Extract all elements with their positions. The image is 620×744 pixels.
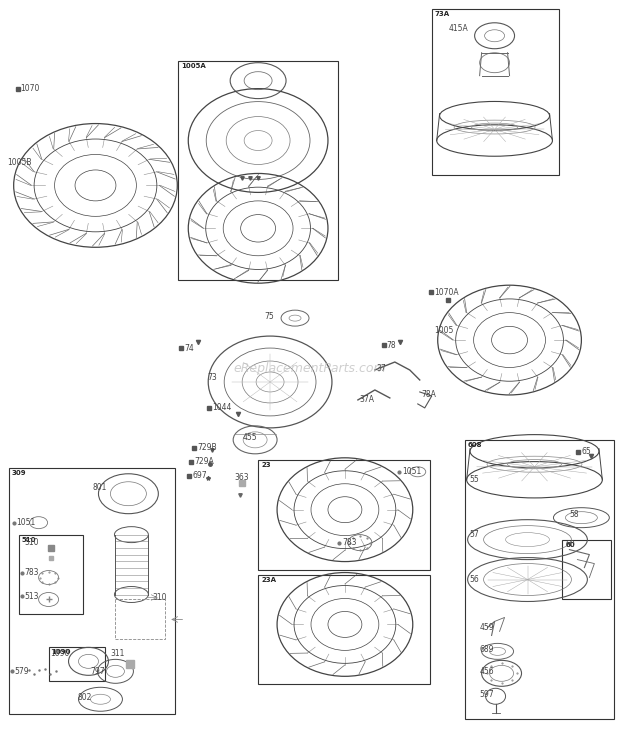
Bar: [179, 61, 338, 280]
Text: 309: 309: [12, 469, 26, 475]
Text: 697: 697: [192, 471, 207, 481]
Text: 1051: 1051: [402, 467, 421, 476]
Text: eReplacementParts.com: eReplacementParts.com: [234, 362, 386, 375]
Text: 1090: 1090: [51, 650, 71, 655]
Text: 689: 689: [480, 645, 494, 654]
Text: 1090: 1090: [51, 649, 70, 658]
Text: 783: 783: [342, 538, 356, 547]
Text: 513: 513: [25, 592, 39, 601]
Text: 579: 579: [15, 667, 29, 676]
Text: 37A: 37A: [360, 396, 375, 405]
Text: 415A: 415A: [449, 25, 469, 33]
Bar: [432, 9, 559, 176]
Text: 608: 608: [467, 442, 482, 448]
Text: 729A: 729A: [194, 458, 214, 466]
Text: 60: 60: [565, 542, 575, 548]
Text: 78: 78: [387, 341, 396, 350]
Text: 37: 37: [377, 364, 387, 373]
Text: 1005B: 1005B: [7, 158, 32, 167]
Text: 455: 455: [242, 433, 257, 443]
Text: 73A: 73A: [435, 11, 450, 17]
Text: 74: 74: [184, 344, 194, 353]
Text: 56: 56: [469, 575, 479, 584]
Text: 510: 510: [25, 538, 39, 547]
Text: 23A: 23A: [261, 577, 276, 583]
Text: 597: 597: [480, 690, 494, 699]
Bar: [19, 535, 82, 615]
Text: 58: 58: [569, 510, 579, 519]
Text: 75: 75: [264, 312, 274, 321]
Text: 797: 797: [91, 667, 105, 676]
Bar: [115, 600, 166, 639]
Text: 510: 510: [22, 536, 36, 542]
Bar: [258, 460, 430, 570]
Text: 1005A: 1005A: [181, 62, 206, 68]
Bar: [464, 440, 614, 719]
Text: 55: 55: [469, 475, 479, 484]
Text: 1070: 1070: [20, 84, 40, 93]
Text: 310: 310: [153, 593, 167, 602]
Text: 801: 801: [92, 484, 107, 493]
Text: 459: 459: [480, 623, 494, 632]
Text: 783: 783: [25, 568, 39, 577]
Text: 1044: 1044: [212, 403, 232, 412]
Text: 23: 23: [261, 462, 271, 468]
Text: 65: 65: [582, 447, 591, 456]
Bar: [9, 468, 175, 714]
Text: 802: 802: [78, 693, 92, 702]
Text: 311: 311: [110, 649, 125, 658]
Bar: [48, 647, 105, 682]
Text: 456: 456: [480, 667, 494, 676]
Text: 1051: 1051: [17, 518, 36, 527]
Bar: [258, 574, 430, 684]
Text: 73: 73: [207, 373, 217, 382]
Text: 1005: 1005: [434, 326, 453, 335]
Text: 1070A: 1070A: [434, 288, 458, 297]
Text: 363: 363: [234, 473, 249, 482]
Text: 57: 57: [469, 530, 479, 539]
Text: 78A: 78A: [422, 391, 436, 400]
Bar: [562, 539, 611, 600]
Text: 729B: 729B: [197, 443, 217, 452]
Text: 60: 60: [565, 540, 575, 549]
